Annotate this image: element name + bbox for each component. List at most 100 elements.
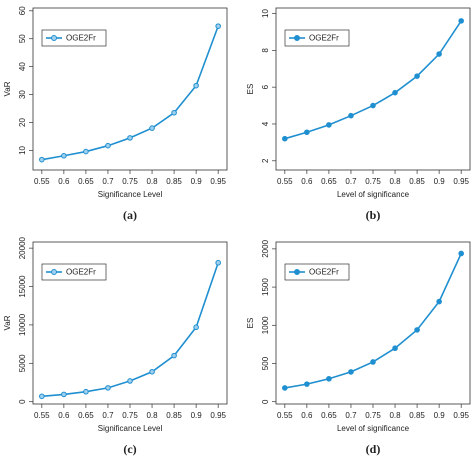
x-tick-label: 0.8 [146,411,158,420]
x-tick-label: 0.95 [453,411,469,420]
panel-caption: (b) [366,208,381,222]
y-tick-label: 2 [261,158,270,163]
y-tick-label: 2000 [261,239,270,257]
y-tick-label: 0 [261,399,270,404]
data-point [127,378,133,384]
y-axis-label: ES [246,84,255,95]
y-axis-label: VaR [3,81,12,96]
y-tick-label: 0 [18,399,27,404]
x-tick-label: 0.7 [102,177,114,186]
x-tick-label: 0.8 [389,177,401,186]
x-tick-label: 0.7 [345,177,357,186]
panel: 0 5000 10000 15000 20000 0.55 0.6 0.65 0.7 0.75 0.… [3,236,228,456]
x-tick-label: 0.85 [409,411,425,420]
legend-marker [294,269,300,275]
data-point [39,393,45,400]
data-point [127,135,133,141]
legend-label: OGE2Fr [309,34,339,43]
y-tick-label: 20000 [18,236,27,259]
x-tick-label: 0.85 [409,177,425,186]
data-point [458,250,464,257]
data-point [326,375,332,382]
x-tick-label: 0.95 [210,177,226,186]
data-point [105,142,111,149]
x-axis-label: Significance Level [98,190,163,199]
x-tick-label: 0.8 [389,411,401,420]
y-tick-label: 60 [18,6,27,15]
data-point [149,125,155,131]
data-point [304,129,310,136]
y-tick-label: 40 [18,62,27,71]
data-point [61,152,67,159]
data-point [39,156,45,163]
y-tick-label: 50 [18,34,27,43]
x-tick-label: 0.75 [365,411,381,420]
x-tick-label: 0.85 [166,411,182,420]
data-point [392,345,398,352]
data-point [326,122,332,128]
y-tick-label: 8 [261,48,270,53]
x-tick-label: 0.8 [146,177,158,186]
y-axis-label: VaR [3,315,12,330]
x-tick-label: 0.6 [301,177,313,186]
x-tick-label: 0.9 [434,411,446,420]
data-point [171,109,177,116]
x-tick-label: 0.65 [321,411,337,420]
data-point [215,23,221,29]
y-tick-label: 10000 [18,313,27,336]
data-point [83,148,89,155]
data-point [282,385,288,391]
data-point [414,327,420,333]
legend-box [284,263,350,281]
x-tick-label: 0.6 [58,177,70,186]
series-line [41,262,219,398]
data-point [436,298,442,305]
y-tick-label: 10 [261,9,270,18]
x-tick-label: 0.55 [34,177,50,186]
y-tick-label: 10 [18,145,27,154]
panel: 10 20 30 40 50 60 0.55 0.6 0.65 0.7 0.75 0.8 0.85 0.9… [3,6,228,222]
y-tick-label: 1000 [261,316,270,334]
y-tick-label: 30 [18,90,27,99]
x-axis-label: Level of significance [337,190,410,199]
y-tick-label: 6 [261,84,270,89]
y-tick-label: 20 [18,118,27,127]
data-point [61,391,67,398]
data-point [414,73,420,79]
legend-box [284,29,350,47]
data-point [215,259,221,266]
data-point [282,135,288,142]
x-tick-label: 0.65 [78,177,94,186]
x-tick-label: 0.9 [434,177,446,186]
panel-caption: (a) [123,208,137,222]
legend-label: OGE2Fr [66,34,96,43]
data-point [458,18,464,24]
panel: 0 500 1000 1500 2000 0.55 0.6 0.65 0.7 0.75 0.8 0.8… [246,239,471,456]
data-point [304,381,310,387]
legend-label: OGE2Fr [66,268,96,277]
data-point [149,368,155,375]
x-tick-label: 0.75 [122,411,138,420]
legend-marker [294,35,300,41]
legend-marker [51,269,57,275]
data-point [105,385,111,391]
x-tick-label: 0.6 [301,411,313,420]
y-tick-label: 15000 [18,275,27,298]
data-point [83,388,89,395]
panel: 2 4 6 8 10 0.55 0.6 0.65 0.7 0.75 0.8 0.85 0.9 0.95 Le… [246,7,471,222]
x-tick-label: 0.75 [365,177,381,186]
y-tick-label: 5000 [18,354,27,372]
x-tick-label: 0.7 [102,411,114,420]
x-tick-label: 0.65 [321,177,337,186]
x-axis-label: Significance Level [98,424,163,433]
x-tick-label: 0.65 [78,411,94,420]
data-point [193,82,199,89]
x-tick-label: 0.7 [345,411,357,420]
legend-box [41,263,107,281]
data-point [370,102,376,109]
x-tick-label: 0.95 [453,177,469,186]
x-axis-label: Level of significance [337,424,410,433]
y-axis-label: ES [246,318,255,329]
x-tick-label: 0.75 [122,177,138,186]
